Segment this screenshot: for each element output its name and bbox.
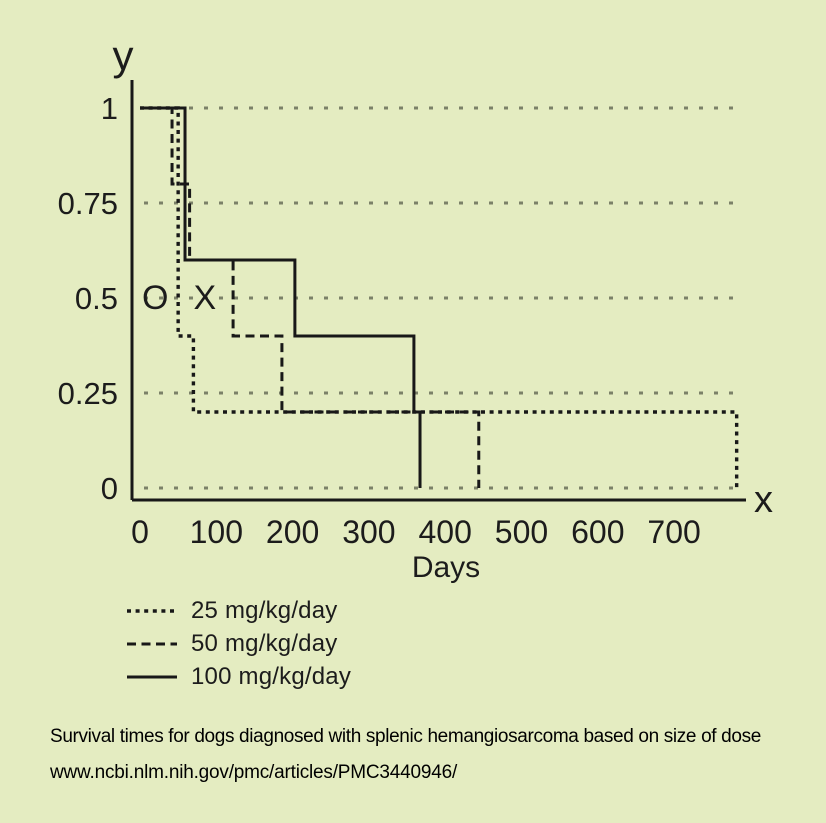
y-tick-label-0: 0 bbox=[101, 471, 118, 506]
series-line-100-mg-kg-day bbox=[140, 106, 422, 488]
x-tick-label-100: 100 bbox=[190, 514, 243, 550]
y-tick-label-0.5: 0.5 bbox=[75, 281, 118, 316]
legend-swatch-solid-line bbox=[127, 675, 177, 679]
legend-swatch-dashed-line bbox=[127, 642, 177, 646]
survival-chart: 0 0.25 0.5 0.75 1 0 100 200 300 400 500 600 700 Days y… bbox=[58, 32, 773, 584]
caption-block: Survival times for dogs diagnosed with s… bbox=[50, 726, 790, 784]
y-tick-label-1: 1 bbox=[101, 91, 118, 126]
source-url: www.ncbi.nlm.nih.gov/pmc/articles/PMC344… bbox=[50, 762, 458, 783]
y-axis-letter: y bbox=[113, 32, 134, 79]
annotation-X: X bbox=[194, 279, 217, 317]
annotation-O: O bbox=[142, 279, 168, 317]
x-tick-label-400: 400 bbox=[419, 514, 472, 550]
x-axis-letter: x bbox=[754, 479, 773, 521]
legend-swatch-dotted-line bbox=[127, 609, 177, 613]
legend-item-label: 25 mg/kg/day bbox=[191, 597, 338, 624]
y-tick-label-0.25: 0.25 bbox=[58, 376, 118, 411]
x-axis-title: Days bbox=[412, 551, 480, 584]
y-tick-label-0.75: 0.75 bbox=[58, 186, 118, 221]
x-tick-label-500: 500 bbox=[495, 514, 548, 550]
series-line-50-mg-kg-day bbox=[140, 106, 481, 488]
x-tick-label-600: 600 bbox=[571, 514, 624, 550]
legend-item-50-mg-kg-day: 50 mg/kg/day bbox=[126, 630, 351, 657]
figure-caption: Survival times for dogs diagnosed with s… bbox=[50, 726, 761, 747]
legend-item-25-mg-kg-day: 25 mg/kg/day bbox=[126, 597, 351, 624]
series-line-25-mg-kg-day bbox=[140, 106, 739, 488]
x-tick-label-700: 700 bbox=[647, 514, 700, 550]
legend-item-100-mg-kg-day: 100 mg/kg/day bbox=[126, 663, 352, 690]
legend-item-label: 100 mg/kg/day bbox=[191, 663, 352, 690]
x-tick-label-200: 200 bbox=[266, 514, 319, 550]
chart-legend: 25 mg/kg/day 50 mg/kg/day 100 mg/kg/day bbox=[126, 597, 352, 690]
x-tick-label-300: 300 bbox=[342, 514, 395, 550]
x-tick-label-0: 0 bbox=[131, 514, 149, 550]
legend-item-label: 50 mg/kg/day bbox=[191, 630, 338, 657]
